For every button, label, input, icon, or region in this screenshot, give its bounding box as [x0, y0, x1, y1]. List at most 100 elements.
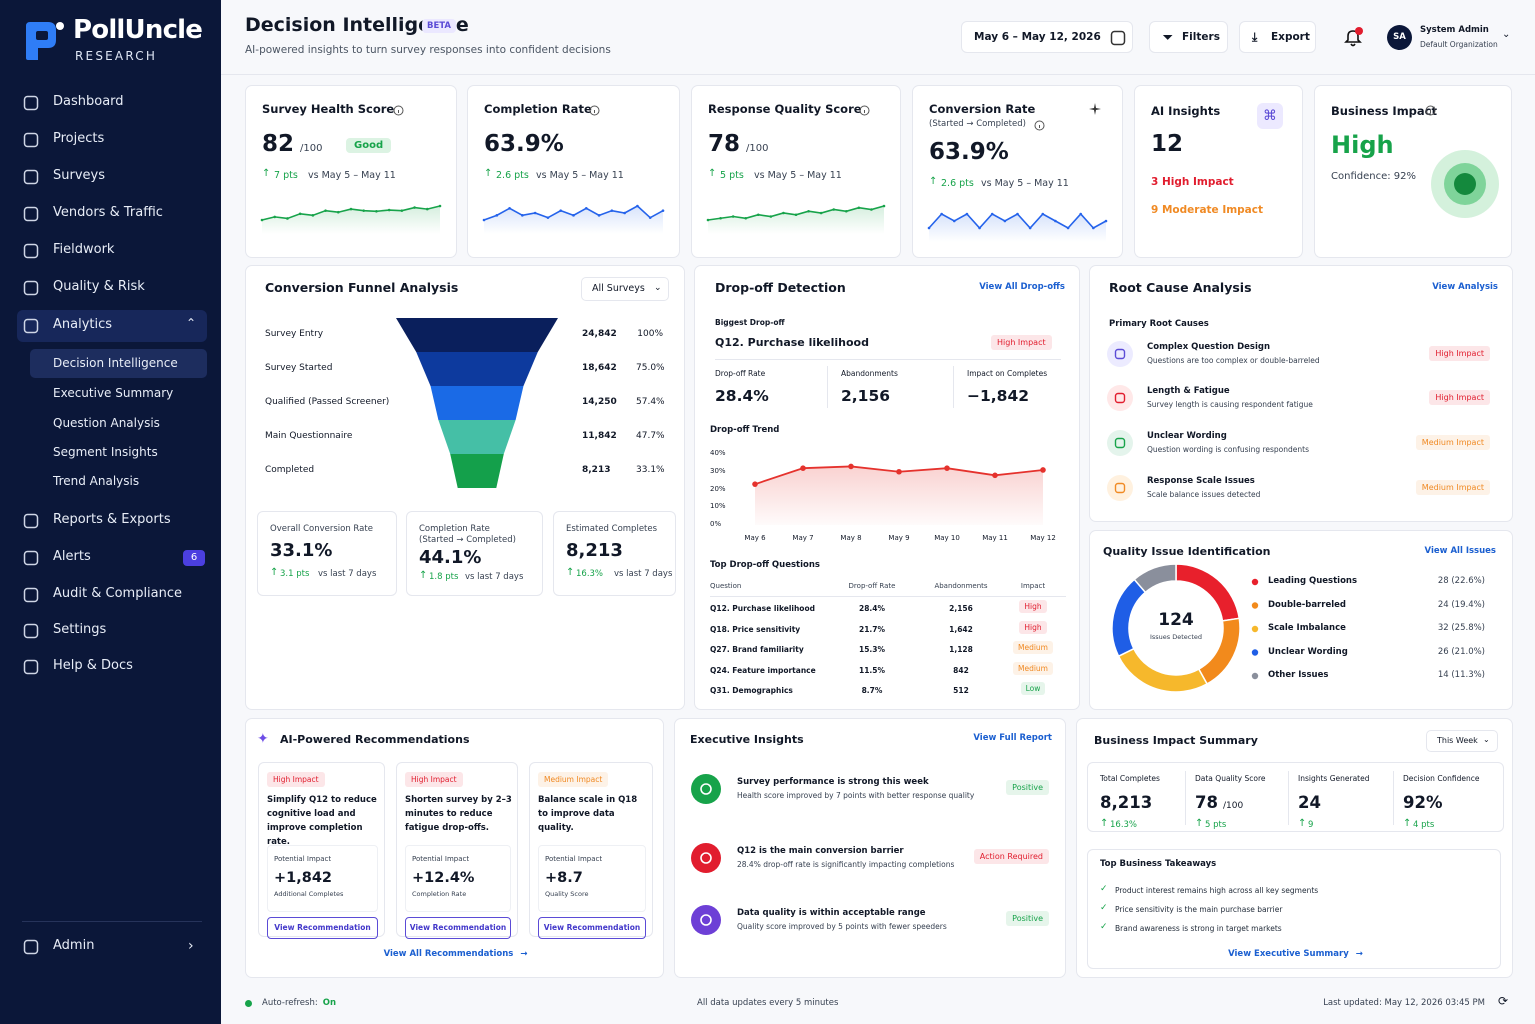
panel-link[interactable]: View All Drop-offs	[979, 282, 1065, 292]
info-circle	[589, 105, 600, 116]
date-range[interactable]: May 6 – May 12, 2026	[961, 21, 1133, 53]
sparkline-point	[546, 216, 550, 219]
table-cell: 21.7%	[858, 624, 886, 634]
sparkline-point	[782, 211, 785, 215]
sub-nav-item[interactable]: Executive Summary	[53, 386, 174, 400]
export-button[interactable]: Export ⤓	[1239, 21, 1316, 53]
stat-box: Completion Rate (Started → Completed) 44.1…	[406, 511, 543, 596]
recommendation-button[interactable]: View Recommendation	[267, 917, 378, 939]
sparkline-point	[521, 214, 524, 217]
kpi-title: Completion Rate	[484, 102, 592, 116]
tag: Medium Impact	[1415, 480, 1490, 495]
nav-item[interactable]: Projects	[53, 131, 105, 146]
icon-shape	[23, 280, 39, 296]
kpi-unit: /100	[746, 143, 769, 154]
metrics-box: Total Completes 8,213 ↑ 16.3% Data Quality S…	[1087, 762, 1504, 832]
header-border	[221, 74, 1535, 75]
nav-icon	[23, 587, 39, 603]
tag: Medium	[993, 661, 1073, 675]
stat-compare: vs last 7 days	[614, 569, 673, 579]
sub-nav-item[interactable]: Trend Analysis	[53, 474, 140, 488]
nav-item[interactable]: Surveys	[53, 168, 105, 183]
metric-delta: 9	[1308, 820, 1314, 830]
x-tick-label: May 11	[982, 534, 1008, 542]
metric-delta: 4 pts	[1413, 820, 1435, 830]
nav-item[interactable]: Help & Docs	[53, 658, 133, 673]
nav-item[interactable]: Analytics	[53, 317, 113, 332]
info-icon	[1034, 120, 1045, 131]
kpi-unit: /100	[300, 143, 323, 154]
panel-link[interactable]: View Analysis	[1432, 282, 1498, 292]
tag: Medium Impact	[538, 772, 609, 787]
metric-value: 24	[1298, 793, 1321, 812]
nav-item[interactable]: Audit & Compliance	[53, 586, 183, 601]
panel-link[interactable]: View Full Report	[973, 733, 1052, 743]
table-cell: 842	[953, 665, 969, 675]
trend-chart	[752, 463, 1046, 525]
nav-item[interactable]: Reports & Exports	[53, 512, 171, 527]
nav-icon	[23, 132, 39, 148]
sub-nav-item[interactable]: Segment Insights	[53, 445, 158, 459]
sparkline-point	[1016, 212, 1019, 216]
table-cell: Q12. Purchase likelihood	[710, 604, 815, 613]
card: Root Cause Analysis View Analysis Primary …	[1089, 265, 1513, 522]
stat-value: 44.1%	[419, 547, 482, 568]
sparkline-point	[1028, 226, 1032, 230]
refresh-button[interactable]: ⟳	[1498, 994, 1509, 1008]
section-label: Primary Root Causes	[1109, 319, 1209, 329]
sparkline-point	[819, 211, 823, 215]
y-tick-label: 10%	[710, 502, 726, 511]
recommendation-button[interactable]: View Recommendation	[405, 917, 511, 939]
nav-item[interactable]: Fieldwork	[53, 242, 115, 257]
sparkline-point	[978, 226, 981, 230]
panel-link[interactable]: View All Recommendations →	[246, 949, 665, 959]
info-circle	[393, 105, 404, 116]
sub-nav-item[interactable]: Question Analysis	[53, 416, 160, 430]
funnel-label: Qualified (Passed Screener)	[265, 397, 390, 407]
info-icon	[589, 105, 600, 116]
card: Quality Issue Identification View All Iss…	[1089, 530, 1513, 710]
tag: High Impact	[1429, 390, 1490, 405]
divider	[22, 921, 202, 922]
icon-shape	[23, 243, 39, 259]
sub-nav-item[interactable]: Decision Intelligence	[53, 356, 178, 370]
confidence: Confidence: 92%	[1331, 171, 1416, 182]
kpi-value: 78/100	[708, 131, 768, 157]
legend-dot	[1251, 625, 1259, 633]
panel-link[interactable]: View All Issues	[1424, 546, 1496, 556]
nav-item[interactable]: Vendors & Traffic	[53, 205, 163, 220]
card: Response Quality Score 78/100 ↑ 5 pts vs May…	[691, 85, 901, 258]
impact-tag: Low	[1020, 682, 1046, 695]
nav-item[interactable]: Alerts	[53, 549, 91, 564]
nav-item[interactable]: Admin	[53, 938, 95, 953]
sparkline-point	[610, 209, 614, 212]
x-tick-label: May 8	[840, 534, 862, 542]
sparkline-point	[882, 204, 886, 208]
arrow-icon: ↑	[929, 176, 938, 187]
nav-item[interactable]: Settings	[53, 622, 107, 637]
stat-value: 8,213	[566, 540, 623, 561]
brand-sub: RESEARCH	[75, 49, 158, 63]
legend-dot	[1251, 578, 1259, 586]
panel-link[interactable]: View Executive Summary →	[1077, 949, 1514, 959]
kpi-value: 12	[1151, 131, 1184, 157]
arrow-icon: ↑	[708, 168, 717, 179]
funnel-value: 14,250	[582, 397, 617, 407]
dropdown[interactable]: This Week ⌄	[1426, 730, 1498, 752]
funnel-label: Main Questionnaire	[265, 431, 353, 441]
page-subtitle: AI-powered insights to turn survey respo…	[245, 44, 611, 56]
sparkline-point	[572, 214, 575, 217]
card: Completion Rate 63.9% ↑ 2.6 pts vs May 5 – M…	[467, 85, 680, 258]
dropdown[interactable]: All Surveys ⌄	[581, 277, 669, 301]
filters-button[interactable]: Filters ⏷	[1149, 21, 1228, 53]
x-tick-label: May 7	[792, 534, 814, 542]
metric-label: Total Completes	[1100, 774, 1160, 783]
recommendation-button[interactable]: View Recommendation	[538, 917, 646, 939]
nav-item[interactable]: Quality & Risk	[53, 279, 145, 294]
table-cell: 28.4%	[858, 604, 886, 613]
table-cell: 1,642	[949, 624, 973, 634]
sparkline-point	[1092, 226, 1095, 230]
user-chevron[interactable]: ⌄	[1502, 29, 1511, 40]
cause-desc: Survey length is causing respondent fati…	[1147, 400, 1313, 409]
nav-item[interactable]: Dashboard	[53, 94, 124, 109]
